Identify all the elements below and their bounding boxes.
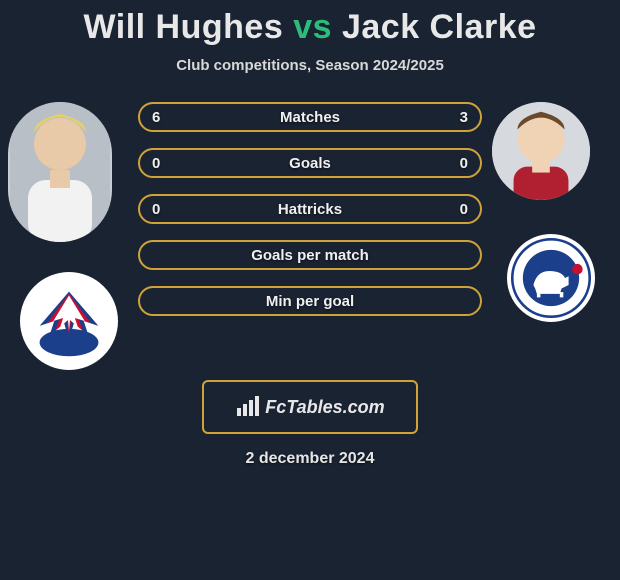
stat-label: Min per goal bbox=[266, 293, 354, 310]
stat-bar-hattricks: 0 Hattricks 0 bbox=[138, 194, 482, 224]
player1-club-badge bbox=[20, 272, 118, 370]
stat-bar-goals-per-match: Goals per match bbox=[138, 240, 482, 270]
brand-box: FcTables.com bbox=[202, 380, 418, 434]
stat-label: Goals per match bbox=[251, 247, 369, 264]
stat-bar-min-per-goal: Min per goal bbox=[138, 286, 482, 316]
vs-label: vs bbox=[293, 8, 332, 46]
brand-text: FcTables.com bbox=[265, 397, 384, 418]
player1-name: Will Hughes bbox=[83, 8, 283, 46]
brand-suffix: Tables.com bbox=[286, 397, 384, 417]
stat-label: Matches bbox=[280, 109, 340, 126]
player1-avatar bbox=[8, 102, 112, 242]
stat-left-value: 0 bbox=[152, 155, 160, 172]
player2-name: Jack Clarke bbox=[342, 8, 537, 46]
stat-bar-matches: 6 Matches 3 bbox=[138, 102, 482, 132]
stat-left-value: 6 bbox=[152, 109, 160, 126]
comparison-title: Will Hughes vs Jack Clarke bbox=[0, 0, 620, 47]
stat-bar-goals: 0 Goals 0 bbox=[138, 148, 482, 178]
stat-right-value: 3 bbox=[460, 109, 468, 126]
comparison-stage: 6 Matches 3 0 Goals 0 0 Hattricks 0 Goal… bbox=[0, 102, 620, 362]
subtitle: Club competitions, Season 2024/2025 bbox=[0, 57, 620, 74]
player2-avatar bbox=[492, 102, 590, 200]
stat-label: Goals bbox=[289, 155, 331, 172]
stat-label: Hattricks bbox=[278, 201, 342, 218]
date-label: 2 december 2024 bbox=[0, 450, 620, 468]
chart-icon bbox=[235, 396, 261, 418]
stat-right-value: 0 bbox=[460, 155, 468, 172]
player2-club-badge bbox=[507, 234, 595, 322]
stat-left-value: 0 bbox=[152, 201, 160, 218]
stat-bars: 6 Matches 3 0 Goals 0 0 Hattricks 0 Goal… bbox=[138, 102, 482, 332]
stat-right-value: 0 bbox=[460, 201, 468, 218]
brand-prefix: Fc bbox=[265, 397, 286, 417]
